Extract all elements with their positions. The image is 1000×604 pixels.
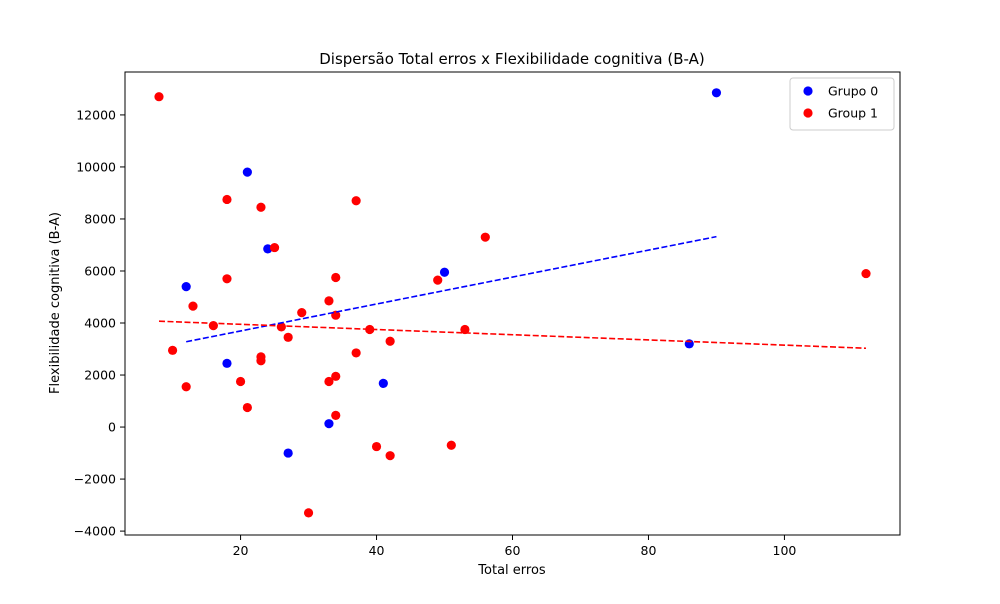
group-1-point	[154, 92, 164, 102]
group-1-point	[351, 348, 361, 358]
legend-marker-grupo-0	[803, 86, 813, 96]
legend: Grupo 0 Group 1	[789, 77, 895, 131]
y-tick-label: 8000	[84, 211, 116, 226]
group-1-point	[365, 324, 375, 335]
x-tick-label: 80	[641, 543, 657, 558]
x-axis-label: Total erros	[477, 563, 546, 578]
group-1-point	[371, 441, 382, 452]
y-tick-label: −4000	[74, 524, 116, 539]
legend-label-group-1: Group 1	[828, 106, 878, 121]
group-1-point	[303, 508, 314, 518]
group-1-point	[188, 301, 198, 311]
grupo-0-point	[283, 448, 293, 458]
y-axis-label: Flexibilidade cognitiva (B-A)	[48, 212, 63, 394]
group-1-point	[331, 371, 341, 381]
plot-content	[154, 88, 871, 518]
group-1-point	[433, 275, 443, 285]
group-1-point	[222, 274, 232, 284]
chart-title: Dispersão Total erros x Flexibilidade co…	[319, 50, 704, 68]
legend-box	[789, 77, 895, 131]
grupo-0-point	[378, 378, 388, 388]
grupo-0-point	[711, 88, 722, 98]
x-tick-label: 20	[233, 543, 249, 558]
legend-label-grupo-0: Grupo 0	[828, 84, 878, 99]
x-tick-label: 40	[369, 543, 385, 558]
grupo-0-point	[222, 358, 232, 368]
y-tick-label: −2000	[74, 472, 116, 487]
group-1-point	[331, 410, 341, 420]
grupo-0-point	[439, 267, 450, 277]
legend-marker-group-1	[803, 108, 813, 118]
group-1-point	[385, 451, 395, 461]
group-1-point	[222, 194, 232, 205]
y-tick-label: 6000	[84, 263, 116, 278]
group-1-point	[269, 242, 280, 253]
group-1-point	[276, 322, 286, 332]
group-1-point	[242, 402, 252, 413]
y-tick-label: 10000	[76, 159, 116, 174]
grupo-0-point	[181, 281, 191, 292]
grupo-0-point	[263, 244, 273, 254]
plot-area: 20 40 60 80 100 −4000 −2000 0 2000 4000 6000 8000 10…	[74, 71, 901, 558]
group-1-point	[351, 196, 361, 206]
group-1-point	[861, 268, 871, 279]
grupo-0-trend-line	[186, 235, 717, 343]
x-tick-label: 100	[773, 543, 797, 558]
y-tick-label: 2000	[84, 368, 116, 383]
group-1-point	[324, 376, 334, 387]
group-1-point	[297, 308, 307, 318]
group-1-point	[256, 202, 266, 212]
y-tick-label: 4000	[84, 316, 116, 331]
x-tick-label: 60	[505, 543, 521, 558]
group-1-point	[324, 296, 334, 306]
y-tick-label: 12000	[76, 107, 116, 122]
y-tick-label: 0	[108, 420, 116, 435]
group-1-point	[181, 382, 191, 392]
group-1-point	[385, 336, 395, 346]
group-1-point	[167, 345, 178, 355]
group-1-point	[331, 272, 341, 283]
group-1-point	[283, 332, 293, 342]
group-1-point	[460, 324, 470, 335]
group-1-point	[446, 440, 456, 450]
group-1-point	[235, 376, 246, 387]
grupo-0-point	[324, 419, 334, 429]
group-1-point	[256, 356, 266, 366]
group-1-trend-line	[158, 320, 867, 350]
group-1-point	[480, 232, 490, 242]
grupo-0-point	[242, 167, 252, 177]
